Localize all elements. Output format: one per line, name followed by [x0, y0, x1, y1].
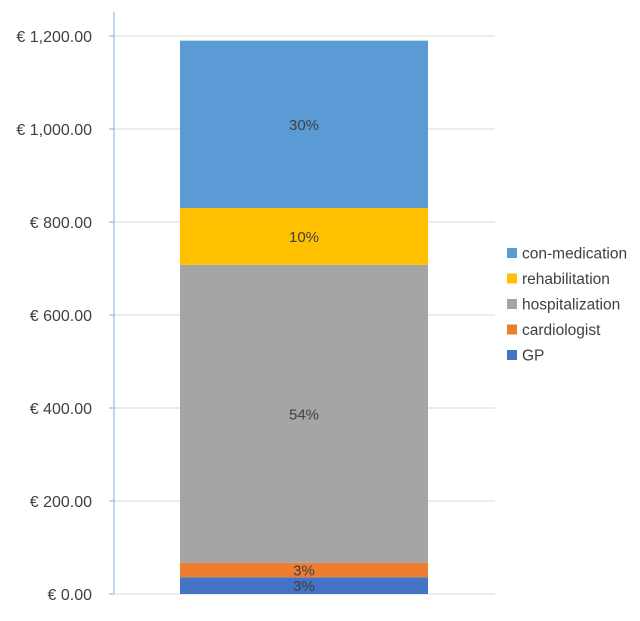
- y-tick-label: € 0.00: [48, 587, 93, 604]
- bar-segment-gp: [180, 577, 428, 594]
- bar-segment-cardiologist: [180, 562, 428, 578]
- legend-label-hospitalization: hospitalization: [522, 297, 620, 314]
- legend-label-cardiologist: cardiologist: [522, 322, 601, 339]
- y-tick-label: € 800.00: [30, 215, 92, 232]
- legend-label-rehabilitation: rehabilitation: [522, 271, 610, 288]
- data-label-gp: 3%: [293, 578, 315, 595]
- legend-swatch-hospitalization: [507, 299, 517, 309]
- legend-label-con-medication: con-medication: [522, 246, 627, 263]
- y-tick-label: € 1,000.00: [16, 122, 92, 139]
- bar-segment-rehabilitation: [180, 208, 428, 265]
- y-tick-label: € 200.00: [30, 494, 92, 511]
- data-label-rehabilitation: 10%: [289, 229, 319, 246]
- y-axis: € 0.00 € 200.00 € 400.00 € 600.00 € 800.00 € …: [16, 12, 495, 604]
- stacked-bar: [180, 40, 428, 594]
- legend-swatch-gp: [507, 350, 517, 360]
- data-label-cardiologist: 3%: [293, 563, 315, 580]
- legend-swatch-rehabilitation: [507, 273, 517, 284]
- data-label-con-medication: 30%: [289, 117, 319, 134]
- y-tick-label: € 1,200.00: [16, 29, 92, 46]
- data-label-hospitalization: 54%: [289, 406, 319, 423]
- legend: con-medication rehabilitation hospitalizat…: [507, 246, 627, 365]
- bar-segment-con-medication: [180, 40, 428, 209]
- data-labels: 3%3% 54% 10% 30%: [289, 117, 319, 595]
- legend-swatch-con-medication: [507, 248, 517, 258]
- y-tick-label: € 600.00: [30, 308, 92, 325]
- bar-segment-hospitalization: [180, 264, 428, 563]
- y-tick-label: € 400.00: [30, 401, 92, 418]
- legend-label-gp: GP: [522, 348, 544, 365]
- legend-swatch-cardiologist: [507, 324, 517, 335]
